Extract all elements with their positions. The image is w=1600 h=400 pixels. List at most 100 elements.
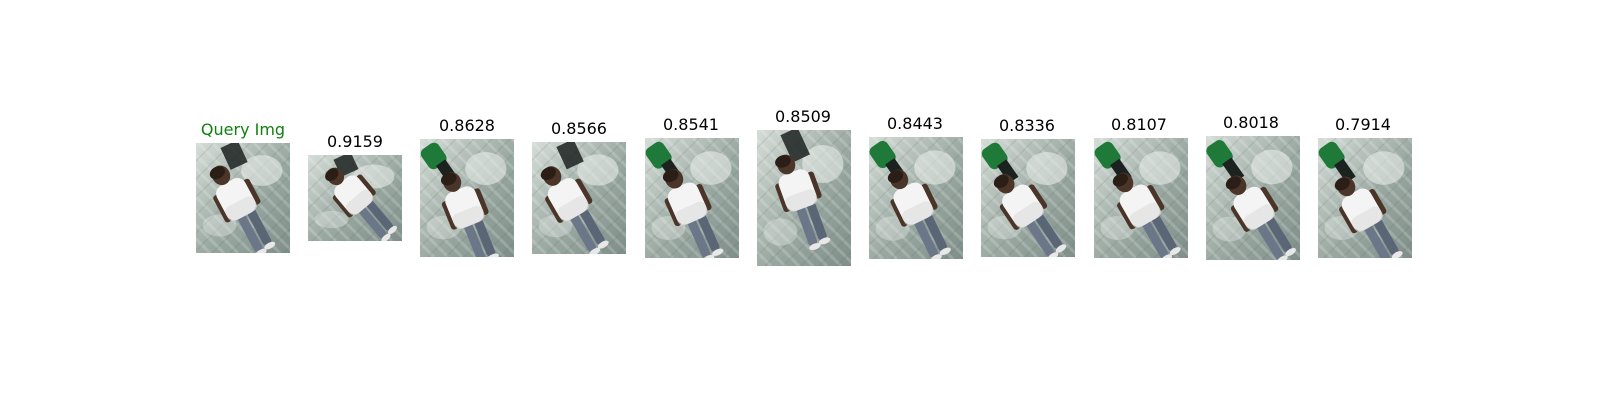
result-image-4 bbox=[645, 138, 739, 258]
ground-texture bbox=[645, 199, 703, 258]
ground-texture bbox=[1043, 139, 1075, 172]
sunlight-patch bbox=[1251, 149, 1293, 185]
result-score-6: 0.8443 bbox=[887, 114, 943, 133]
ground-texture bbox=[532, 223, 562, 254]
ground-texture bbox=[426, 139, 514, 228]
pedestrian bbox=[440, 172, 499, 257]
ground-texture bbox=[704, 222, 739, 258]
result-score-10: 0.7914 bbox=[1335, 115, 1391, 134]
pedestrian bbox=[993, 173, 1067, 257]
ground-texture bbox=[1318, 227, 1348, 258]
ground-texture bbox=[427, 169, 514, 257]
ground-texture bbox=[987, 139, 1075, 228]
pedestrian-photo bbox=[420, 139, 514, 257]
ground-texture bbox=[981, 226, 1011, 257]
ground-texture bbox=[869, 186, 941, 259]
ground-texture bbox=[1206, 201, 1264, 260]
ground-texture bbox=[211, 173, 290, 253]
ground-texture bbox=[1220, 136, 1300, 217]
ground-texture bbox=[757, 193, 829, 266]
sunlight-patch bbox=[314, 210, 349, 229]
ground-texture bbox=[347, 185, 402, 241]
ground-texture bbox=[445, 187, 514, 257]
ground-texture bbox=[663, 138, 739, 215]
result-image-10 bbox=[1318, 138, 1412, 258]
ground-texture bbox=[981, 212, 1025, 257]
sunlight-patch bbox=[1363, 151, 1405, 185]
ground-texture bbox=[757, 207, 815, 266]
ground-texture bbox=[782, 196, 851, 266]
ground-texture bbox=[1323, 168, 1412, 258]
bystander bbox=[220, 143, 248, 170]
ground-texture bbox=[650, 168, 739, 258]
ground-texture bbox=[266, 143, 290, 168]
ground-texture bbox=[1112, 138, 1188, 215]
pedestrian-photo bbox=[645, 138, 739, 258]
ground-texture bbox=[1336, 138, 1412, 215]
bystander bbox=[1318, 141, 1356, 183]
ground-texture bbox=[872, 167, 963, 259]
result-score-2: 0.8628 bbox=[439, 116, 495, 135]
pedestrian bbox=[325, 167, 398, 241]
ground-texture bbox=[1206, 187, 1278, 260]
ground-texture bbox=[759, 130, 851, 223]
ground-texture bbox=[532, 142, 569, 180]
ground-texture bbox=[599, 226, 626, 254]
ground-texture bbox=[1117, 186, 1188, 258]
ground-texture bbox=[645, 138, 700, 194]
pedestrian-photo bbox=[757, 130, 851, 266]
pedestrian bbox=[209, 165, 276, 253]
result-image-8 bbox=[1094, 138, 1188, 258]
ground-texture bbox=[1094, 199, 1152, 258]
result-image-7 bbox=[981, 139, 1075, 257]
result-image-5 bbox=[757, 130, 851, 266]
ground-texture bbox=[481, 223, 514, 257]
ground-texture bbox=[1206, 229, 1236, 260]
result-image-2 bbox=[420, 139, 514, 257]
bystander bbox=[556, 142, 584, 170]
result-score-9: 0.8018 bbox=[1223, 113, 1279, 132]
ground-texture bbox=[1094, 185, 1166, 258]
ground-texture bbox=[668, 186, 739, 258]
sunlight-patch bbox=[241, 155, 283, 186]
ground-texture bbox=[645, 227, 675, 258]
sunlight-patch bbox=[1026, 151, 1068, 186]
sunlight-patch bbox=[1212, 216, 1247, 242]
ground-texture bbox=[1276, 136, 1300, 161]
pedestrian-photo bbox=[1094, 138, 1188, 258]
result-image-1 bbox=[308, 155, 402, 241]
result-score-1: 0.9159 bbox=[327, 132, 383, 151]
ground-texture bbox=[757, 221, 801, 266]
ground-texture bbox=[265, 227, 290, 253]
ground-texture bbox=[869, 214, 913, 259]
ground-texture bbox=[308, 210, 338, 241]
ground-texture bbox=[196, 194, 254, 253]
sunlight-patch bbox=[914, 150, 956, 185]
result-score-8: 0.8107 bbox=[1111, 115, 1167, 134]
ground-texture bbox=[757, 130, 812, 186]
ground-texture bbox=[1006, 187, 1075, 257]
ground-texture bbox=[420, 226, 450, 257]
ground-texture bbox=[420, 139, 475, 195]
pedestrian bbox=[1334, 176, 1403, 258]
ground-texture bbox=[196, 143, 233, 181]
ground-texture bbox=[1377, 222, 1412, 258]
ground-texture bbox=[1225, 184, 1300, 260]
pedestrian-photo bbox=[1206, 136, 1300, 260]
pedestrian bbox=[775, 154, 831, 251]
sunlight-patch bbox=[763, 218, 798, 246]
ground-texture bbox=[988, 169, 1075, 257]
pedestrian-photo bbox=[196, 143, 290, 253]
result-image-6 bbox=[869, 137, 963, 259]
ground-texture bbox=[1206, 136, 1261, 192]
ground-texture bbox=[1318, 138, 1373, 194]
sunlight-patch bbox=[465, 151, 507, 186]
ground-texture bbox=[869, 172, 955, 259]
ground-texture bbox=[869, 200, 927, 259]
ground-texture bbox=[1153, 222, 1188, 258]
sunlight-patch bbox=[1100, 216, 1135, 240]
ground-texture bbox=[1318, 213, 1362, 258]
query-image bbox=[196, 143, 290, 253]
pedestrian bbox=[1225, 175, 1296, 260]
ground-texture bbox=[1206, 215, 1250, 260]
